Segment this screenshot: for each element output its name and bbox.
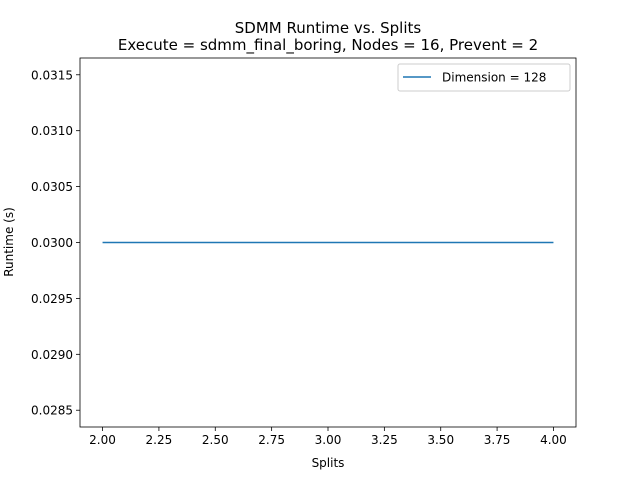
x-tick-label: 3.50 xyxy=(427,433,454,447)
x-tick-label: 4.00 xyxy=(540,433,567,447)
x-tick-label: 3.00 xyxy=(315,433,342,447)
x-tick-label: 2.25 xyxy=(146,433,173,447)
y-tick-label: 0.0300 xyxy=(31,236,73,250)
y-tick-label: 0.0295 xyxy=(31,292,73,306)
legend-entry-label: Dimension = 128 xyxy=(442,71,546,85)
plot-frame xyxy=(79,57,577,428)
x-tick-label: 2.00 xyxy=(89,433,116,447)
x-tick-label: 2.50 xyxy=(202,433,229,447)
y-tick-label: 0.0285 xyxy=(31,404,73,418)
chart-title: SDMM Runtime vs. Splits xyxy=(235,19,422,37)
chart-subtitle: Execute = sdmm_final_boring, Nodes = 16,… xyxy=(118,36,538,55)
x-axis: 2.00 2.25 2.50 2.75 3.00 3.25 3.50 3.75 4.00 xyxy=(89,427,567,447)
y-axis-label: Runtime (s) xyxy=(2,207,16,277)
y-tick-label: 0.0315 xyxy=(31,68,73,82)
y-tick-label: 0.0290 xyxy=(31,348,73,362)
legend: Dimension = 128 xyxy=(397,63,571,92)
legend-box xyxy=(397,63,571,92)
x-tick-label: 3.75 xyxy=(484,433,511,447)
y-tick-label: 0.0310 xyxy=(31,124,73,138)
y-axis: 0.0285 0.0290 0.0295 0.0300 0.0305 0.0310 0.03… xyxy=(31,68,80,418)
y-tick-label: 0.0305 xyxy=(31,180,73,194)
x-axis-label: Splits xyxy=(312,456,345,470)
x-tick-label: 3.25 xyxy=(371,433,398,447)
x-tick-label: 2.75 xyxy=(258,433,285,447)
